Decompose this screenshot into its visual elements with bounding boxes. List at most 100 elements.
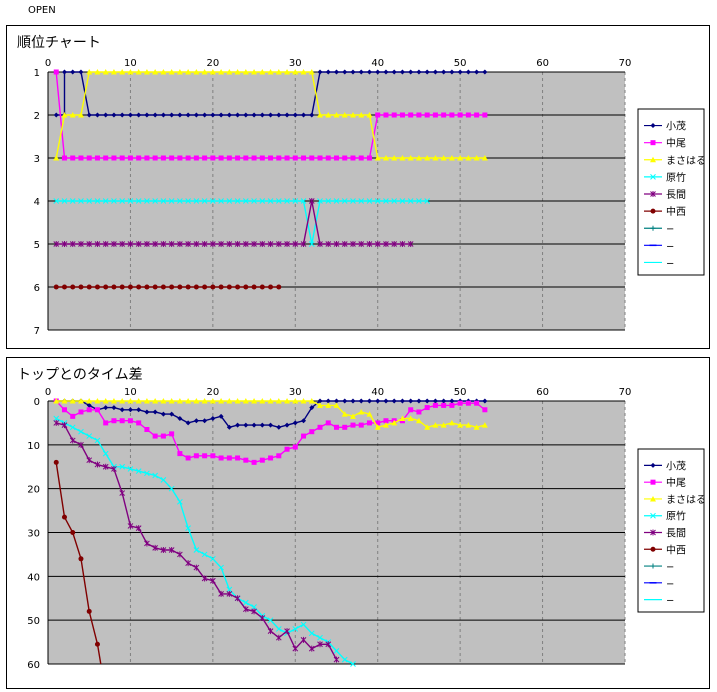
data-point-1	[441, 402, 447, 408]
data-point-2	[226, 398, 233, 404]
data-point-0	[70, 69, 76, 75]
data-point-1	[152, 433, 158, 439]
data-point-4	[168, 241, 175, 247]
data-point-2	[465, 422, 472, 428]
data-point-1	[259, 457, 265, 463]
data-point-1	[202, 453, 208, 459]
data-point-0	[136, 112, 142, 118]
legend-label: 中尾	[666, 476, 686, 489]
data-point-2	[119, 69, 126, 75]
data-point-4	[193, 564, 200, 571]
data-point-1	[424, 112, 430, 118]
data-point-0	[317, 69, 323, 75]
data-point-2	[358, 112, 365, 118]
data-point-4	[201, 241, 208, 247]
data-point-4	[267, 628, 274, 635]
data-point-4	[160, 241, 167, 247]
x-tick-label: 40	[371, 58, 384, 69]
data-point-5	[235, 284, 241, 290]
data-point-1	[268, 155, 274, 161]
x-tick-label: 50	[454, 387, 467, 398]
data-point-5	[177, 284, 183, 290]
data-point-2	[407, 155, 414, 161]
legend-box	[637, 108, 705, 276]
data-point-0	[424, 398, 430, 404]
data-point-3	[383, 198, 389, 204]
data-point-4	[308, 198, 315, 204]
legend-item: 中西	[644, 205, 686, 218]
data-point-0	[301, 112, 307, 118]
legend-box	[637, 448, 705, 613]
data-point-3	[168, 485, 175, 492]
data-point-3	[193, 547, 200, 553]
data-point-2	[275, 69, 282, 75]
data-point-3	[185, 198, 191, 204]
data-point-1	[218, 155, 224, 161]
data-point-5	[210, 284, 216, 290]
y-tick-label: 0	[34, 397, 40, 408]
data-point-4	[127, 522, 134, 529]
y-tick-label: 60	[27, 660, 40, 671]
data-point-2	[481, 155, 488, 161]
data-point-4	[78, 241, 84, 247]
data-point-1	[309, 429, 315, 435]
legend-label: 原竹	[666, 171, 686, 184]
data-point-1	[259, 155, 265, 161]
data-point-3	[259, 198, 266, 204]
data-point-1	[210, 155, 216, 161]
data-point-4	[152, 544, 159, 551]
x-tick-label: 30	[289, 387, 302, 398]
data-point-4	[407, 241, 414, 247]
data-point-3	[53, 415, 60, 422]
data-point-0	[226, 424, 232, 430]
data-point-2	[481, 422, 488, 428]
data-point-0	[259, 112, 265, 118]
legend-marker	[650, 225, 656, 231]
data-point-0	[185, 420, 191, 426]
data-point-1	[416, 409, 422, 415]
data-point-2	[349, 112, 356, 118]
data-point-0	[465, 69, 471, 75]
data-point-4	[102, 463, 109, 470]
data-point-2	[86, 398, 93, 404]
data-point-3	[160, 198, 167, 204]
data-point-4	[358, 241, 365, 247]
x-tick-label: 0	[45, 387, 51, 398]
data-point-0	[301, 418, 307, 424]
data-point-2	[391, 419, 398, 426]
data-point-2	[218, 398, 225, 404]
data-point-4	[300, 241, 307, 247]
data-point-1	[70, 155, 76, 161]
data-point-2	[69, 398, 76, 404]
legend-marker	[650, 546, 656, 552]
data-point-4	[185, 241, 191, 247]
data-point-3	[333, 647, 340, 654]
data-point-5	[243, 284, 249, 290]
data-point-4	[102, 241, 109, 247]
data-point-2	[333, 112, 340, 118]
data-point-4	[210, 241, 216, 247]
data-point-2	[308, 398, 315, 404]
data-point-2	[201, 69, 208, 75]
data-point-0	[136, 407, 142, 413]
data-point-2	[300, 398, 307, 404]
data-point-4	[119, 490, 126, 497]
data-point-4	[177, 241, 183, 247]
data-point-4	[284, 241, 290, 247]
data-point-1	[177, 451, 183, 457]
data-point-4	[366, 241, 373, 247]
data-point-4	[201, 575, 208, 582]
data-point-1	[53, 69, 59, 75]
data-point-3	[53, 198, 60, 204]
data-point-3	[292, 626, 299, 632]
data-point-1	[136, 155, 142, 161]
data-point-3	[94, 437, 101, 444]
data-point-4	[135, 525, 142, 532]
data-point-3	[86, 433, 93, 439]
data-point-4	[53, 419, 60, 426]
data-point-3	[177, 198, 183, 204]
data-point-1	[309, 155, 315, 161]
data-point-2	[473, 424, 480, 430]
data-point-4	[300, 636, 307, 643]
data-point-0	[127, 407, 133, 413]
